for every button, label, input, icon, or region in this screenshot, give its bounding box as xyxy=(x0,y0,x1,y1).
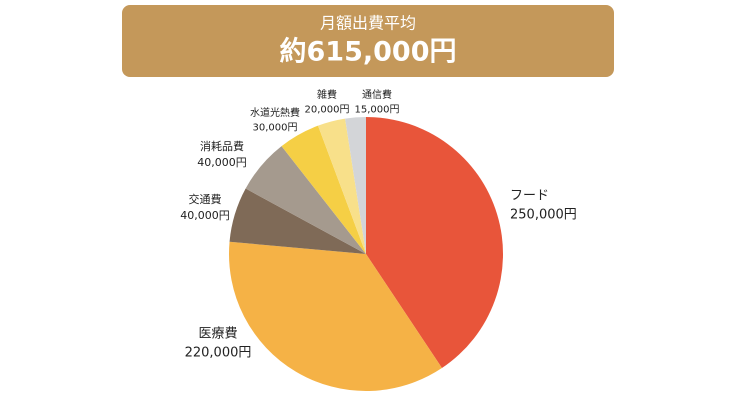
chart-subtitle: 約615,000円 xyxy=(280,36,457,68)
pie-slice xyxy=(229,241,442,391)
pie-slice xyxy=(245,146,366,254)
slice-label: 水道光熱費 xyxy=(250,106,300,119)
slice-label: 雑費 xyxy=(317,88,337,101)
slice-value-label: 30,000円 xyxy=(253,123,298,134)
title-banner xyxy=(122,5,614,77)
slice-label: 医療費 xyxy=(198,327,237,342)
slice-label: 消耗品費 xyxy=(200,139,244,153)
slice-label: 交通費 xyxy=(189,192,222,206)
slice-label: フード xyxy=(510,189,549,204)
pie-slice xyxy=(345,117,366,254)
slice-value-label: 20,000円 xyxy=(305,105,350,116)
slice-value-label: 15,000円 xyxy=(355,105,400,116)
slice-value-label: 40,000円 xyxy=(180,209,230,222)
pie-slice xyxy=(281,125,366,254)
slice-value-label: 220,000円 xyxy=(185,345,252,360)
slice-value-label: 40,000円 xyxy=(197,156,247,169)
chart-title: 月額出費平均 xyxy=(320,14,416,33)
pie-slice xyxy=(229,188,366,254)
slice-value-label: 250,000円 xyxy=(510,207,577,222)
pie-slice xyxy=(366,117,503,369)
slice-label: 通信費 xyxy=(362,88,392,101)
pie-slice xyxy=(318,118,366,254)
